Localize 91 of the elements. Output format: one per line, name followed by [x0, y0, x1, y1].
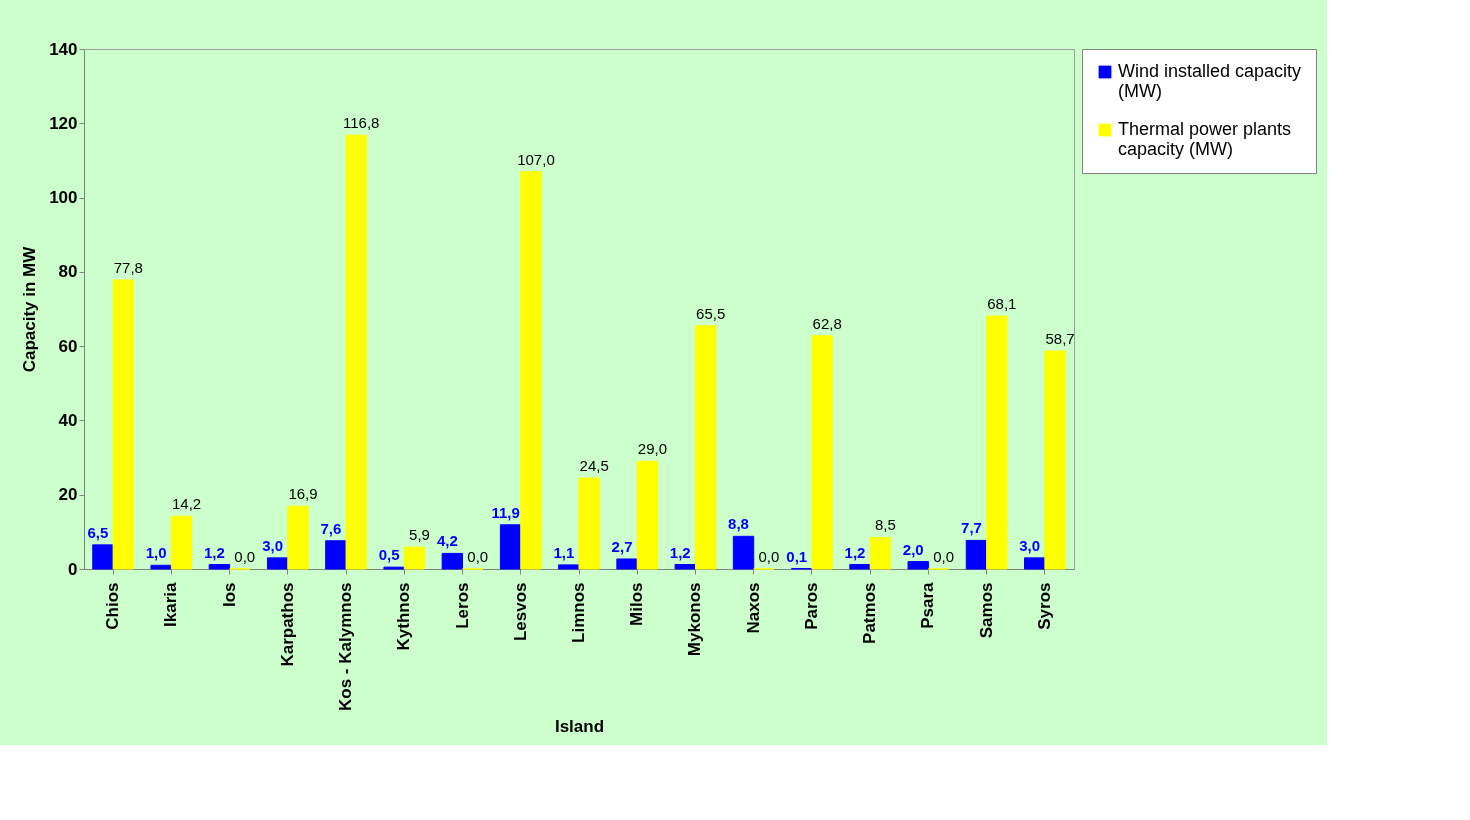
data-label: 1,0 — [145, 544, 167, 562]
bar — [287, 505, 309, 570]
data-label: 3,0 — [262, 536, 284, 554]
bar — [499, 524, 522, 570]
bar — [558, 564, 580, 570]
legend-label: Wind installed capacity (MW) — [1118, 61, 1302, 101]
data-label: 0,0 — [234, 548, 256, 565]
bar — [520, 171, 542, 570]
data-label: 5,9 — [409, 526, 430, 544]
bar — [1044, 350, 1066, 570]
data-label: 0,0 — [467, 548, 489, 565]
data-label: 77,8 — [113, 259, 143, 277]
x-tick-label: Chios — [103, 582, 123, 630]
y-axis-title: Capacity in MW — [20, 245, 40, 373]
data-label: 1,2 — [844, 543, 866, 561]
bar — [150, 564, 172, 570]
y-tick-label: 60 — [58, 336, 78, 356]
bar — [869, 536, 892, 570]
x-tick-label: Syros — [1034, 582, 1054, 630]
data-label: 65,5 — [696, 304, 726, 322]
bar — [325, 540, 347, 570]
y-tick-label: 20 — [58, 485, 78, 505]
data-label: 7,7 — [961, 519, 982, 537]
bar — [732, 535, 755, 570]
y-tick-label: 0 — [68, 559, 78, 579]
bar — [849, 564, 871, 570]
bar — [266, 557, 289, 570]
data-label: 29,0 — [637, 440, 668, 458]
legend-label: Thermal power plants capacity (MW) — [1118, 119, 1292, 159]
data-label: 0,1 — [786, 547, 808, 565]
x-tick-label: Leros — [452, 582, 472, 629]
data-label: 107,0 — [517, 150, 555, 168]
x-tick-label: Mykonos — [685, 582, 705, 657]
y-tick-label: 40 — [58, 410, 78, 430]
bar — [965, 539, 988, 570]
bar — [1024, 557, 1046, 570]
data-label: 24,5 — [579, 457, 609, 474]
x-tick-label: Kos - Kalymnos — [336, 582, 356, 711]
bar — [811, 335, 833, 570]
data-label: 1,2 — [203, 543, 225, 561]
data-label: 8,5 — [874, 516, 896, 534]
x-tick-label: Ikaria — [161, 581, 181, 627]
data-label: 116,8 — [343, 114, 380, 132]
bar — [616, 558, 638, 570]
data-label: 8,8 — [728, 515, 749, 533]
data-label: 2,0 — [902, 540, 924, 558]
bar — [403, 546, 426, 570]
x-tick-label: Psara — [918, 581, 938, 629]
x-axis-title: Island — [554, 716, 605, 736]
bar — [636, 460, 659, 570]
x-tick-label: Patmos — [860, 582, 880, 644]
data-label: 11,9 — [491, 503, 520, 521]
x-tick-label: Samos — [976, 582, 996, 639]
x-tick-label: Milos — [627, 582, 647, 626]
x-tick-label: Ios — [219, 582, 239, 608]
bar — [907, 561, 929, 570]
data-label: 0,5 — [378, 546, 400, 564]
bar — [578, 477, 600, 570]
data-label: 6,5 — [87, 523, 109, 541]
data-label: 58,7 — [1045, 329, 1075, 347]
y-tick-label: 140 — [49, 39, 78, 59]
bar — [170, 515, 193, 570]
bar — [986, 315, 1008, 570]
data-label: 14,2 — [171, 495, 202, 513]
x-tick-label: Limnos — [569, 582, 588, 643]
data-label: 2,7 — [611, 537, 633, 555]
bar — [441, 552, 464, 570]
x-tick-label: Lesvos — [510, 582, 530, 642]
data-label: 68,1 — [987, 295, 1017, 313]
data-label: 3,0 — [1019, 536, 1041, 554]
data-label: 0,0 — [933, 548, 955, 565]
y-tick-label: 80 — [58, 262, 78, 282]
x-tick-label: Karpathos — [277, 582, 297, 667]
y-tick-label: 100 — [49, 188, 78, 208]
x-tick-label: Kythnos — [394, 582, 414, 651]
bar — [112, 279, 134, 570]
bar — [92, 544, 114, 570]
data-label: 1,2 — [669, 543, 691, 561]
x-tick-label: Naxos — [743, 582, 763, 634]
data-label: 16,9 — [288, 485, 318, 503]
bar — [674, 564, 696, 570]
bar — [345, 134, 367, 570]
data-label: 0,0 — [758, 548, 780, 565]
y-tick-label: 120 — [49, 113, 78, 133]
data-label: 7,6 — [320, 519, 342, 537]
x-tick-label: Paros — [801, 582, 821, 630]
bar — [208, 564, 231, 570]
data-label: 62,8 — [812, 314, 842, 332]
data-label: 1,1 — [553, 543, 575, 561]
data-label: 4,2 — [436, 532, 458, 550]
bar — [694, 325, 717, 570]
